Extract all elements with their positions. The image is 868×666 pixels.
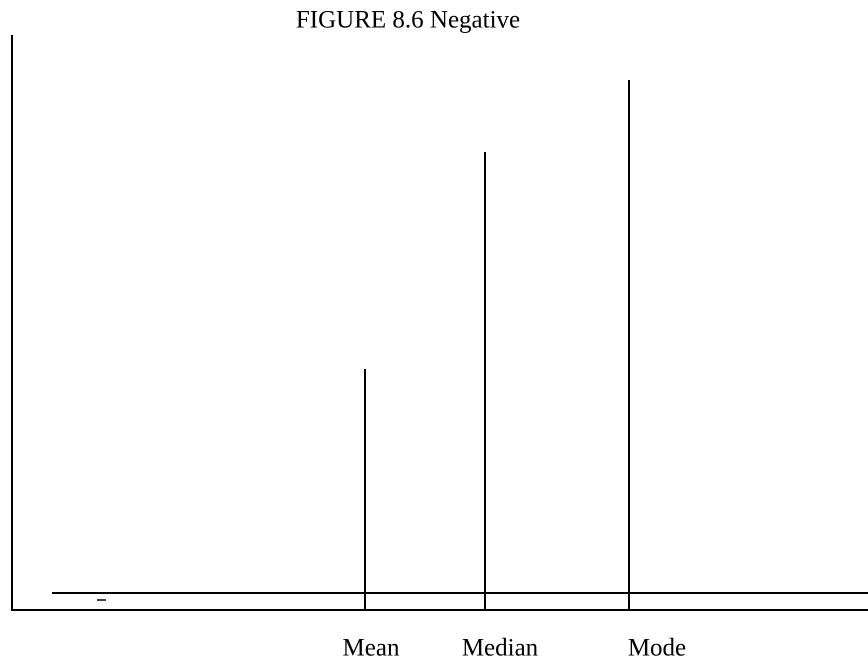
figure-title: FIGURE 8.6 Negative xyxy=(296,7,520,34)
mean-label: Mean xyxy=(343,635,400,662)
median-label: Median xyxy=(462,635,539,662)
mode-label: Mode xyxy=(628,635,686,662)
